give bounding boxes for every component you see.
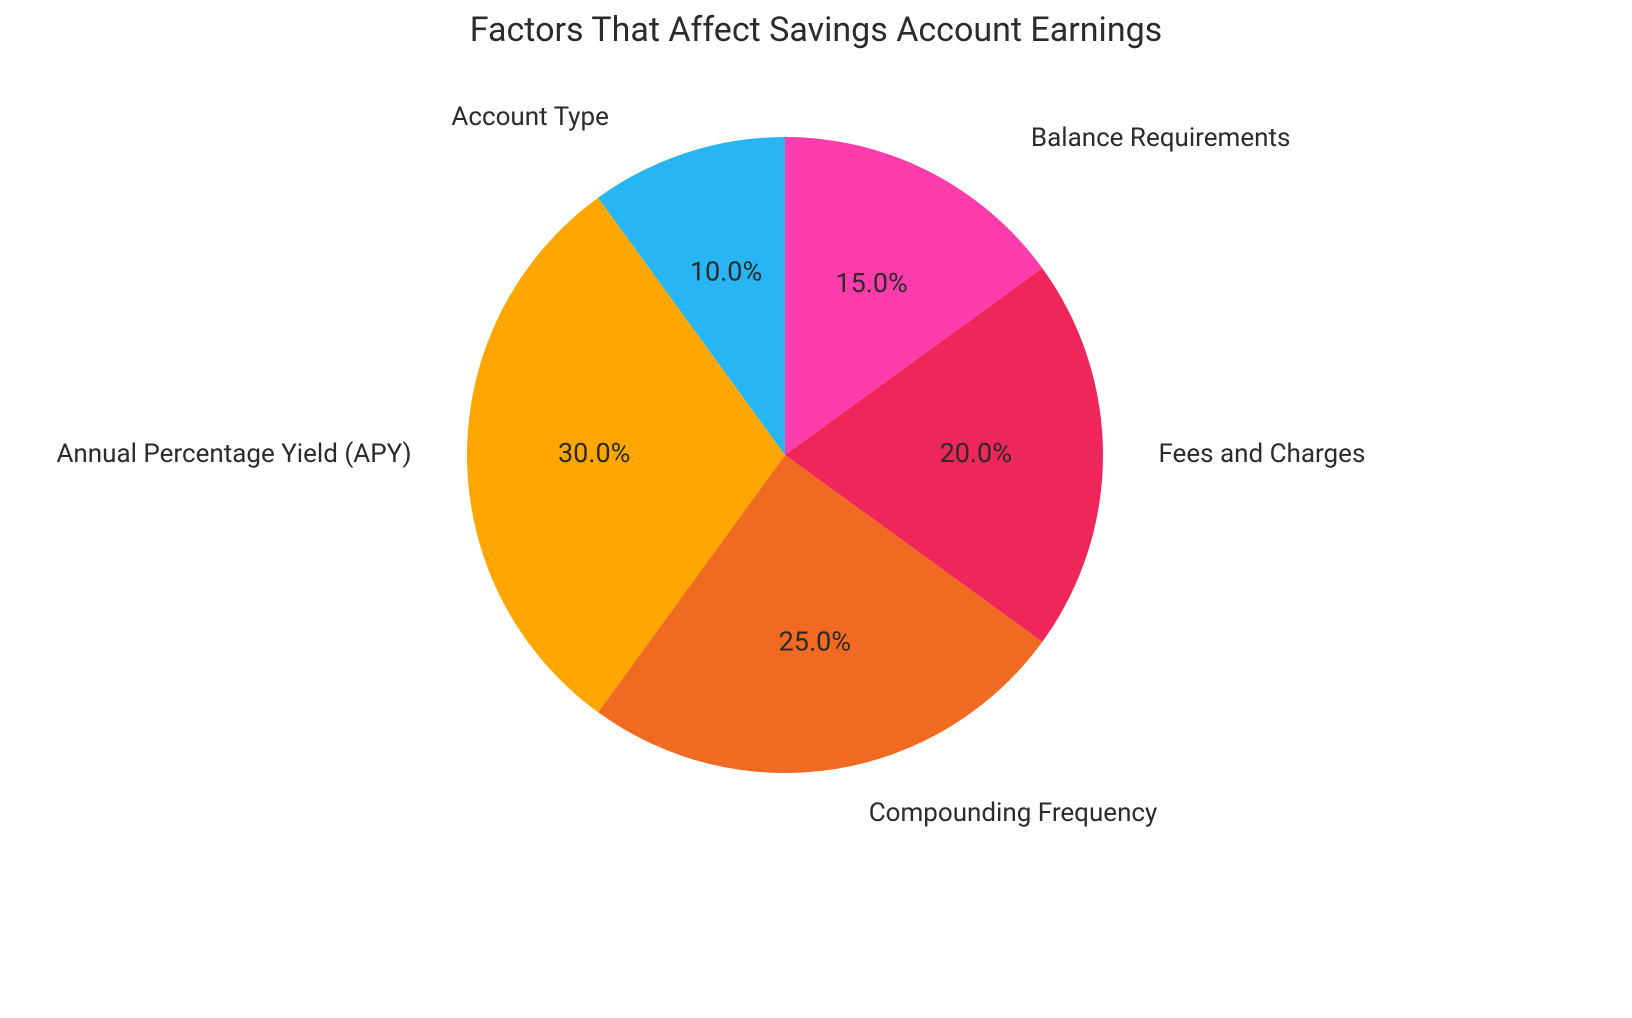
slice-label: Compounding Frequency [869,798,1158,828]
slice-label: Account Type [451,102,608,132]
slice-pct-label: 15.0% [835,267,907,299]
slice-label: Fees and Charges [1158,439,1365,469]
slice-pct-label: 25.0% [779,626,851,658]
pie-chart: 15.0% Balance Requirements 20.0% Fees and C… [0,0,1632,1018]
slice-pct-label: 10.0% [690,256,762,288]
slice-label: Balance Requirements [1031,123,1290,153]
slice-label: Annual Percentage Yield (APY) [56,439,411,469]
slice-pct-label: 20.0% [940,437,1012,469]
slice-pct-label: 30.0% [558,437,630,469]
